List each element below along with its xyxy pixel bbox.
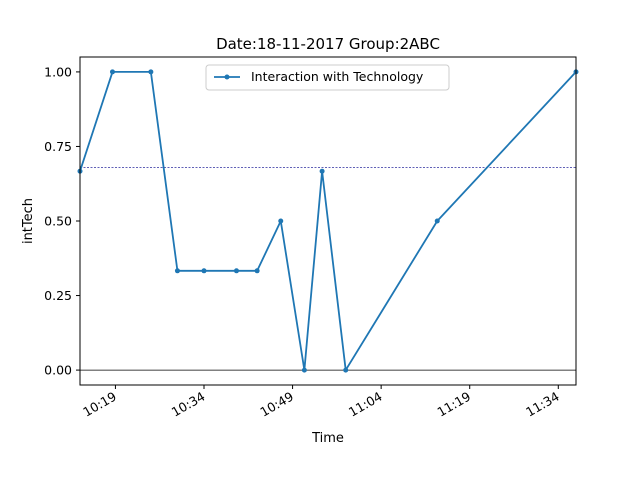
data-point [278,218,284,224]
data-point [319,168,325,174]
y-tick-label: 1.00 [44,64,72,79]
legend: Interaction with Technology [205,64,450,91]
legend-marker-sample [224,74,230,80]
y-tick-label: 0.75 [44,139,72,154]
legend-box [205,64,450,91]
chart-title: Date:18-11-2017 Group:2ABC [216,35,440,53]
data-point [343,367,349,373]
data-point [233,268,239,274]
legend-label: Interaction with Technology [251,69,424,84]
y-tick-label: 0.50 [44,214,72,229]
data-point [434,218,440,224]
data-point [148,69,154,75]
y-tick-label: 0.00 [44,363,72,378]
data-point [109,69,115,75]
data-point [254,268,260,274]
y-tick-label: 0.25 [44,288,72,303]
data-point [174,268,180,274]
data-point [301,367,307,373]
data-point [201,268,207,274]
y-axis-label: intTech [21,198,36,244]
x-axis-label: Time [311,431,344,446]
